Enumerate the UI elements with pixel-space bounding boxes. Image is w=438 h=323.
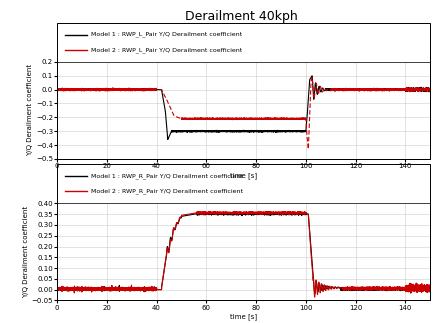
X-axis label: time [s]: time [s]: [230, 172, 257, 179]
Text: Model 1 : RWP_L_Pair Y/Q Derailment coefficient: Model 1 : RWP_L_Pair Y/Q Derailment coef…: [90, 32, 241, 37]
Y-axis label: Y/Q Derailment coefficient: Y/Q Derailment coefficient: [23, 206, 28, 298]
Text: Model 2 : RWP_R_Pair Y/Q Derailment coefficient: Model 2 : RWP_R_Pair Y/Q Derailment coef…: [90, 189, 242, 194]
Text: Model 2 : RWP_L_Pair Y/Q Derailment coefficient: Model 2 : RWP_L_Pair Y/Q Derailment coef…: [90, 47, 241, 53]
Text: Model 1 : RWP_R_Pair Y/Q Derailment coefficient: Model 1 : RWP_R_Pair Y/Q Derailment coef…: [90, 173, 242, 179]
Text: Derailment 40kph: Derailment 40kph: [185, 10, 297, 23]
X-axis label: time [s]: time [s]: [230, 313, 257, 320]
Y-axis label: Y/Q Derailment coefficient: Y/Q Derailment coefficient: [27, 64, 33, 156]
